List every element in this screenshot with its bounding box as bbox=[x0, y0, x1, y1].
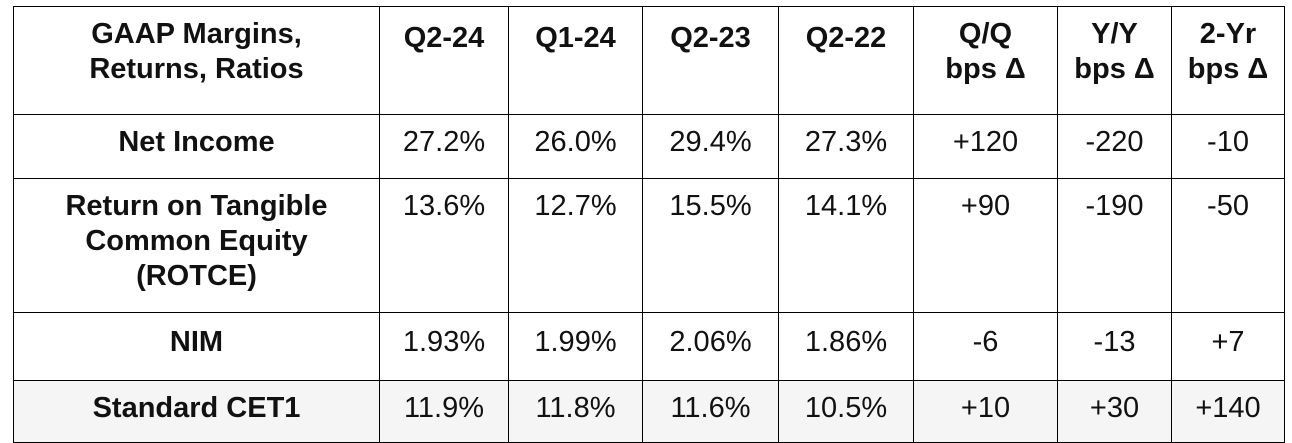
cell-qq-bps: +10 bbox=[913, 380, 1058, 443]
row-label-line: (ROTCE) bbox=[136, 259, 257, 292]
header-sublabel: bps Δ bbox=[945, 52, 1026, 85]
cell-q2-23: 15.5% bbox=[642, 178, 779, 313]
row-label: Net Income bbox=[13, 114, 380, 179]
table-row-nim: NIM 1.93% 1.99% 2.06% 1.86% -6 -13 +7 bbox=[13, 312, 1285, 381]
header-qq-bps: Q/Q bps Δ bbox=[913, 6, 1058, 115]
header-q2-23: Q2-23 bbox=[642, 6, 779, 115]
row-label-line: Net Income bbox=[118, 126, 275, 158]
header-q2-22: Q2-22 bbox=[778, 6, 914, 115]
row-label: NIM bbox=[13, 312, 380, 381]
cell-yy-bps: -190 bbox=[1057, 178, 1172, 313]
cell-q2-24: 27.2% bbox=[379, 114, 509, 179]
header-label: Q1-24 bbox=[535, 22, 616, 54]
gaap-margins-table: GAAP Margins, Returns, Ratios Q2-24 Q1-2… bbox=[13, 6, 1285, 443]
cell-q2-22: 10.5% bbox=[778, 380, 914, 443]
cell-q1-24: 11.8% bbox=[508, 380, 643, 443]
cell-qq-bps: +90 bbox=[913, 178, 1058, 313]
header-label: Q/Q bbox=[958, 18, 1013, 50]
cell-q1-24: 1.99% bbox=[508, 312, 643, 381]
header-sublabel: bps Δ bbox=[1187, 52, 1269, 85]
cell-q2-23: 2.06% bbox=[642, 312, 779, 381]
table-header-row: GAAP Margins, Returns, Ratios Q2-24 Q1-2… bbox=[13, 6, 1285, 115]
row-label-line: Return on Tangible bbox=[65, 190, 328, 222]
cell-qq-bps: +120 bbox=[913, 114, 1058, 179]
row-label-line: NIM bbox=[169, 326, 224, 358]
row-label: Standard CET1 bbox=[13, 380, 380, 443]
cell-yy-bps: +30 bbox=[1057, 380, 1172, 443]
table-row-standard-cet1: Standard CET1 11.9% 11.8% 11.6% 10.5% +1… bbox=[13, 380, 1285, 443]
header-metric-cell: GAAP Margins, Returns, Ratios bbox=[13, 6, 380, 115]
cell-2yr-bps: +7 bbox=[1171, 312, 1285, 381]
margins-table-container: GAAP Margins, Returns, Ratios Q2-24 Q1-2… bbox=[13, 6, 1285, 443]
row-label-line: Standard CET1 bbox=[92, 392, 301, 424]
cell-qq-bps: -6 bbox=[913, 312, 1058, 381]
header-metric-line: Returns, Ratios bbox=[89, 52, 304, 85]
cell-2yr-bps: -50 bbox=[1171, 178, 1285, 313]
header-sublabel: bps Δ bbox=[1074, 52, 1155, 85]
header-label: Y/Y bbox=[1091, 18, 1138, 50]
cell-yy-bps: -220 bbox=[1057, 114, 1172, 179]
cell-2yr-bps: -10 bbox=[1171, 114, 1285, 179]
header-label: Q2-24 bbox=[403, 22, 485, 54]
header-yy-bps: Y/Y bps Δ bbox=[1057, 6, 1172, 115]
cell-yy-bps: -13 bbox=[1057, 312, 1172, 381]
cell-2yr-bps: +140 bbox=[1171, 380, 1285, 443]
cell-q2-22: 14.1% bbox=[778, 178, 914, 313]
cell-q2-24: 11.9% bbox=[379, 380, 509, 443]
row-label: Return on Tangible Common Equity (ROTCE) bbox=[13, 178, 380, 313]
cell-q2-22: 1.86% bbox=[778, 312, 914, 381]
table-row-rotce: Return on Tangible Common Equity (ROTCE)… bbox=[13, 178, 1285, 313]
header-metric-line: GAAP Margins, bbox=[91, 18, 302, 50]
cell-q2-24: 13.6% bbox=[379, 178, 509, 313]
cell-q1-24: 12.7% bbox=[508, 178, 643, 313]
header-q1-24: Q1-24 bbox=[508, 6, 643, 115]
cell-q2-22: 27.3% bbox=[778, 114, 914, 179]
cell-q2-24: 1.93% bbox=[379, 312, 509, 381]
header-label: Q2-23 bbox=[670, 22, 751, 54]
header-label: Q2-22 bbox=[805, 22, 887, 54]
cell-q1-24: 26.0% bbox=[508, 114, 643, 179]
header-q2-24: Q2-24 bbox=[379, 6, 509, 115]
cell-q2-23: 29.4% bbox=[642, 114, 779, 179]
header-label: 2-Yr bbox=[1199, 18, 1257, 50]
header-2yr-bps: 2-Yr bps Δ bbox=[1171, 6, 1285, 115]
table-row-net-income: Net Income 27.2% 26.0% 29.4% 27.3% +120 … bbox=[13, 114, 1285, 179]
cell-q2-23: 11.6% bbox=[642, 380, 779, 443]
row-label-line: Common Equity bbox=[85, 224, 308, 257]
